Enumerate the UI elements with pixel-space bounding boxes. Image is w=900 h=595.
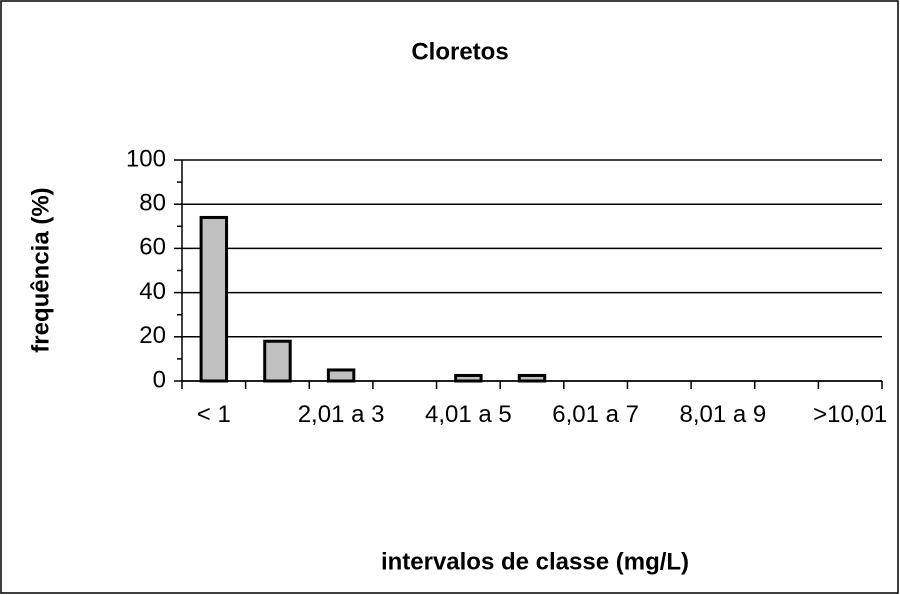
x-tick-label: 4,01 a 5 — [424, 401, 512, 428]
y-tick-label: 100 — [126, 145, 166, 172]
bar — [454, 373, 483, 383]
x-tick-label: < 1 — [196, 401, 231, 428]
bar — [199, 215, 229, 383]
y-tick-label: 20 — [139, 322, 166, 349]
y-tick-label: 80 — [139, 190, 166, 217]
bar — [263, 339, 292, 383]
x-tick-label: 8,01 a 9 — [679, 401, 767, 428]
y-tick-label: 60 — [139, 234, 166, 261]
y-axis-label: frequência (%) — [27, 187, 54, 352]
bar — [517, 373, 547, 383]
bar — [326, 368, 356, 383]
chart-title: Cloretos — [411, 38, 508, 65]
y-tick-label: 0 — [153, 366, 166, 393]
y-tick-label: 40 — [139, 278, 166, 305]
x-tick-label: 6,01 a 7 — [552, 401, 639, 428]
x-tick-label: >10,01 — [813, 401, 888, 428]
x-tick-label: 2,01 a 3 — [297, 401, 385, 428]
x-axis-label: intervalos de classe (mg/L) — [381, 548, 689, 575]
